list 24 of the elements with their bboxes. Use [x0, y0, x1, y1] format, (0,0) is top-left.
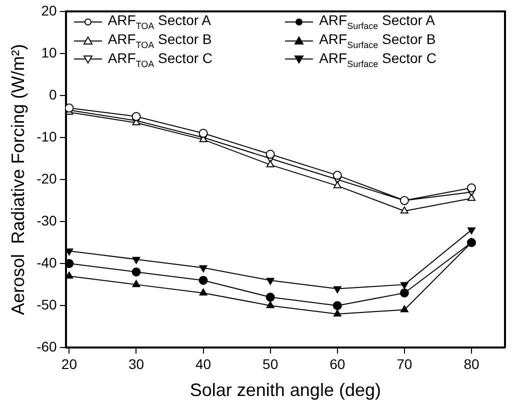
x-tick-label: 60	[330, 356, 346, 372]
y-tick-label: -50	[36, 296, 58, 312]
y-tick-label: -10	[36, 128, 58, 144]
legend-label: ARF$_{TOA}$ Sector B	[108, 31, 212, 50]
x-tick-label: 40	[195, 356, 212, 372]
legend-label: ARF$_{Surface}$ Sector A	[319, 12, 435, 32]
y-axis-title: Aerosol Radiative Forcing (W/m²)	[8, 44, 28, 316]
x-tick-label: 70	[396, 356, 412, 372]
x-tick-label: 20	[61, 356, 78, 372]
x-tick-label: 50	[262, 356, 278, 372]
x-tick-label: 80	[464, 356, 480, 372]
legend-label: ARF$_{Surface}$ Sector B	[319, 31, 436, 50]
legend-label: ARF$_{Surface}$ Sector C	[319, 50, 436, 69]
y-tick-label: -60	[36, 338, 58, 354]
y-tick-label: 20	[41, 2, 58, 18]
y-tick-label: -30	[36, 212, 58, 228]
x-tick-label: 30	[128, 356, 144, 372]
y-tick-label: 0	[49, 86, 58, 102]
y-tick-label: -20	[36, 170, 58, 186]
legend-label: ARF$_{TOA}$ Sector A	[108, 12, 211, 32]
legend-label: ARF$_{TOA}$ Sector C	[108, 50, 213, 69]
y-tick-label: -40	[36, 254, 58, 270]
y-tick-label: 10	[41, 44, 58, 60]
x-axis-title: Solar zenith angle (deg)	[190, 380, 381, 400]
